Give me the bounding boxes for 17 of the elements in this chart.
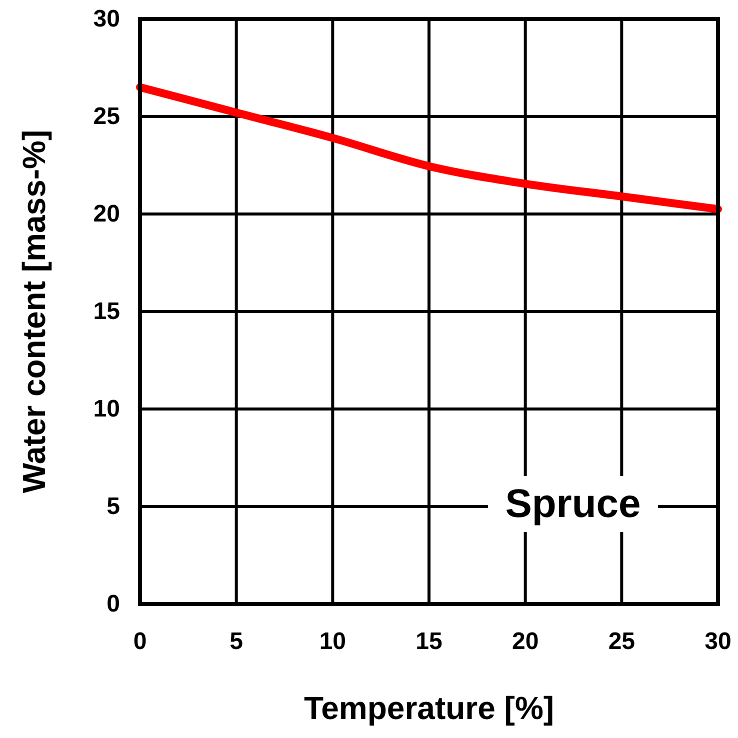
x-axis-title: Temperature [%] <box>304 690 554 726</box>
annotation: Spruce <box>505 482 641 526</box>
x-tick-label: 5 <box>230 628 244 655</box>
y-axis-title: Water content [mass-%] <box>16 130 52 494</box>
y-tick-label: 10 <box>93 396 120 422</box>
y-tick-label: 15 <box>93 298 120 325</box>
x-tick-label: 30 <box>704 628 732 655</box>
y-tick-label: 30 <box>93 6 120 32</box>
x-tick-label: 25 <box>608 628 636 655</box>
x-tick-label: 20 <box>512 628 539 655</box>
x-tick-label: 10 <box>319 628 346 655</box>
x-tick-label: 15 <box>416 628 442 655</box>
y-tick-label: 20 <box>93 200 120 228</box>
y-tick-label: 25 <box>93 103 120 130</box>
y-tick-label: 5 <box>106 493 120 520</box>
x-tick-label: 0 <box>133 628 147 655</box>
y-tick-label: 0 <box>106 590 120 618</box>
